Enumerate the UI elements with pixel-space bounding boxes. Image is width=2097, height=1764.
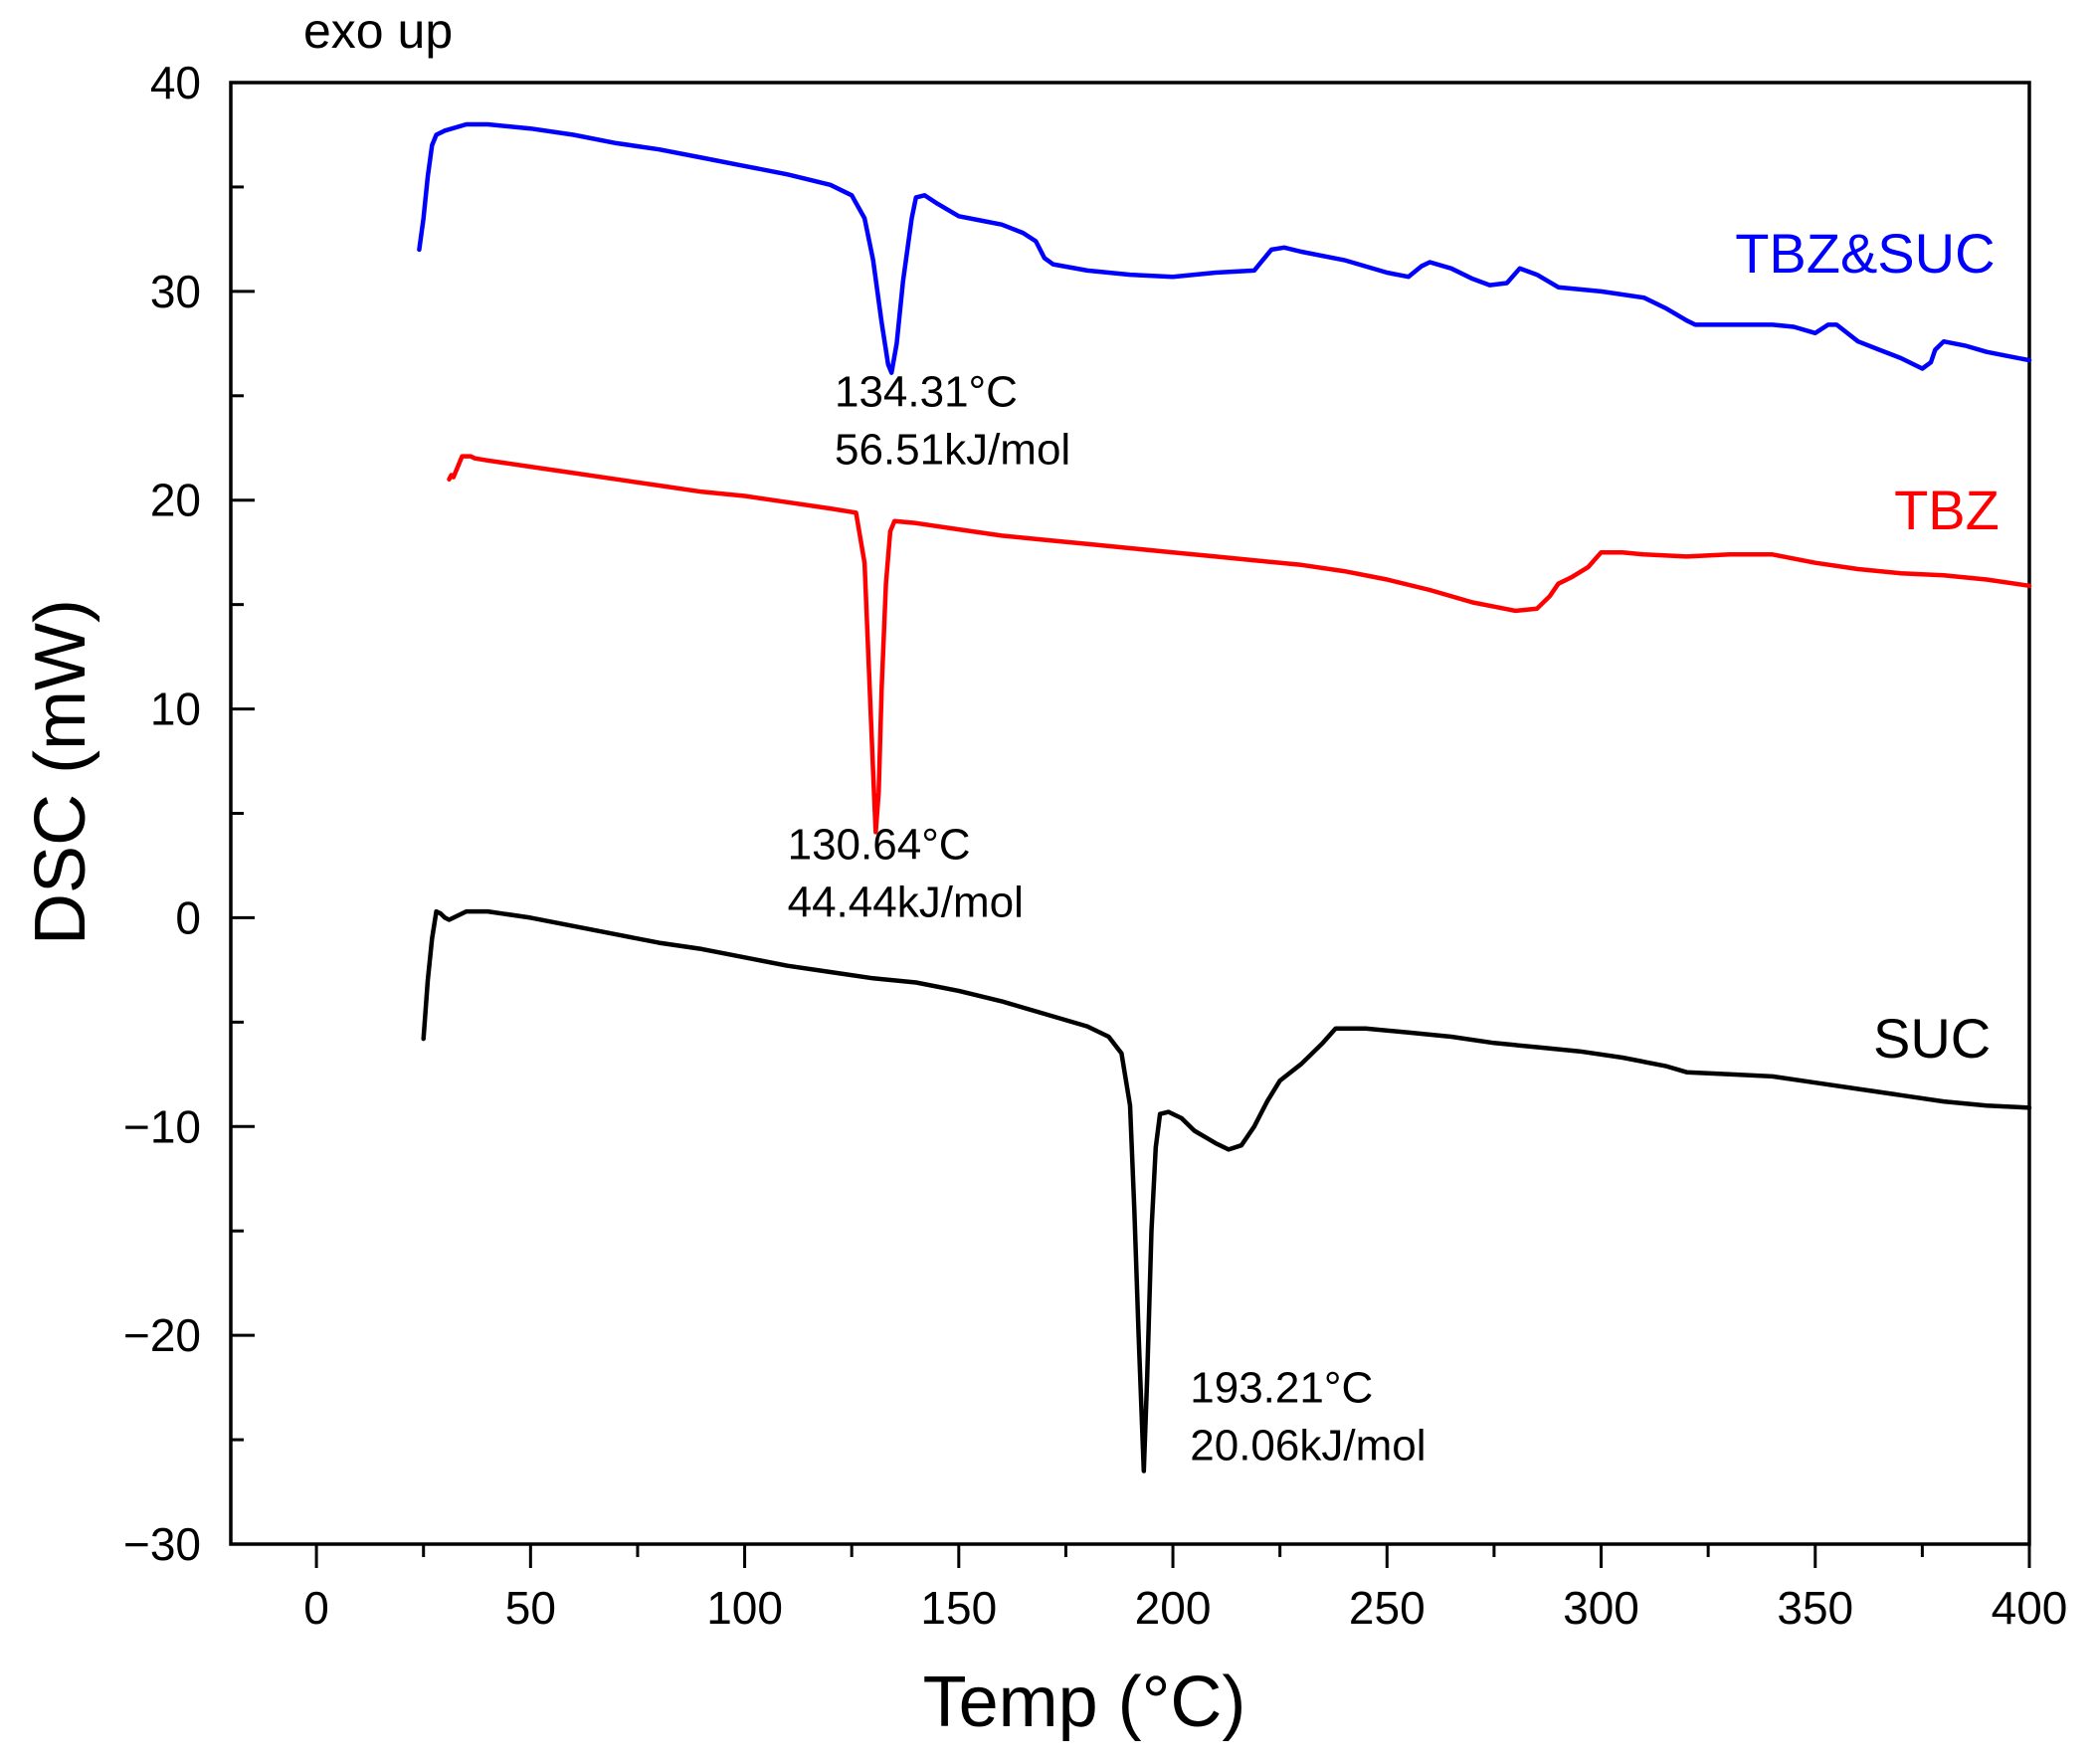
x-tick-label: 100: [706, 1582, 783, 1634]
series-lines: [417, 121, 2032, 1473]
x-tick-label: 300: [1563, 1582, 1639, 1634]
x-tick-labels: 0 50 100 150 200 250 300 350 400: [303, 1582, 2067, 1634]
y-tick-label: 10: [150, 684, 201, 735]
x-tick-label: 150: [920, 1582, 997, 1634]
plot-frame: [229, 81, 2031, 1546]
y-tick-label: −10: [123, 1100, 201, 1152]
x-tick-label: 350: [1777, 1582, 1853, 1634]
x-axis-title: Temp (°C): [923, 1663, 1246, 1742]
y-axis-title: DSC (mW): [21, 599, 100, 945]
y-tick-label: 30: [150, 266, 201, 317]
x-tick-label: 400: [1992, 1582, 2068, 1634]
y-tick-label: 40: [150, 57, 201, 108]
y-tick-label: 20: [150, 475, 201, 526]
y-tick-label: 0: [175, 891, 201, 943]
series-line-tbz-suc: [417, 121, 2032, 375]
x-tick-label: 200: [1135, 1582, 1212, 1634]
y-tick-labels: 40 30 20 10 0 −10 −20 −30: [123, 57, 201, 1570]
peak-annotations: 134.31°C 56.51kJ/mol 130.64°C 44.44kJ/mol 19…: [788, 367, 1427, 1470]
series-label: TBZ: [1894, 479, 2000, 541]
series-label: SUC: [1873, 1007, 1991, 1070]
y-tick-label: −30: [123, 1518, 201, 1570]
peak-annotation-temp: 134.31°C: [835, 367, 1018, 416]
x-tick-label: 50: [505, 1582, 556, 1634]
peak-annotation-enthalpy: 56.51kJ/mol: [835, 425, 1070, 474]
x-tick-label: 250: [1349, 1582, 1426, 1634]
series-line-suc: [421, 908, 2032, 1473]
y-tick-label: −20: [123, 1309, 201, 1361]
series-line-tbz: [447, 454, 2032, 835]
series-label: TBZ&SUC: [1735, 222, 1995, 285]
peak-annotation-enthalpy: 44.44kJ/mol: [788, 879, 1024, 927]
series-labels: TBZ&SUC TBZ SUC: [1735, 222, 2000, 1070]
axis-ticks: [231, 81, 2031, 1568]
x-tick-label: 0: [303, 1582, 329, 1634]
peak-annotation-enthalpy: 20.06kJ/mol: [1190, 1421, 1426, 1470]
exo-up-note: exo up: [303, 3, 453, 59]
peak-annotation-temp: 193.21°C: [1190, 1363, 1373, 1412]
peak-annotation-temp: 130.64°C: [788, 821, 971, 870]
